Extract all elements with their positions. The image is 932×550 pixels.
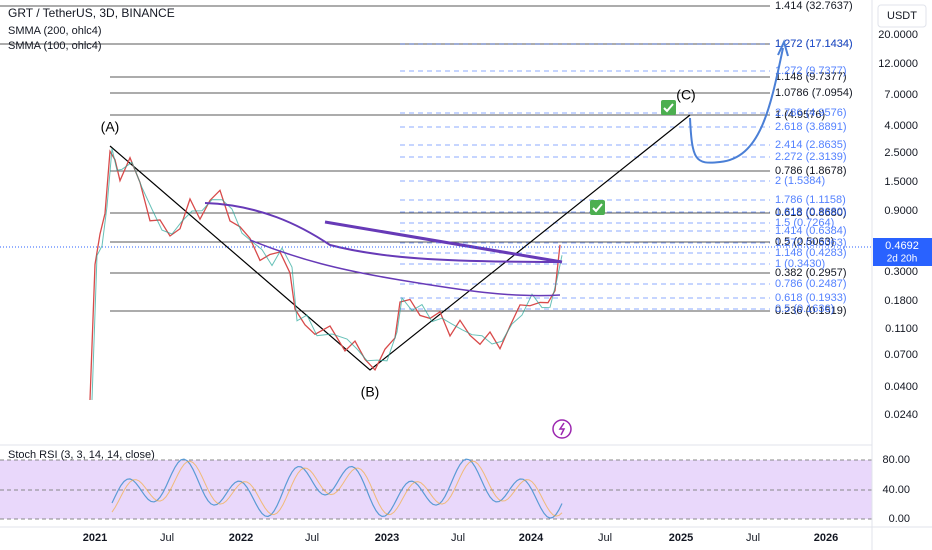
- time-tick: 2023: [375, 532, 399, 544]
- price-trace-up: [91, 148, 563, 401]
- fib-ext-label: 1.148 (0.4283): [775, 247, 847, 259]
- time-tick: Jul: [598, 532, 612, 544]
- check-icon: [590, 200, 605, 215]
- event-bolt: [558, 422, 566, 436]
- stoch-tick: 80.00: [882, 454, 910, 466]
- fib-ext-label: 1.786 (1.1158): [775, 194, 846, 206]
- wave-label: (C): [676, 87, 695, 103]
- price-tick: 0.1800: [884, 295, 918, 307]
- smma-100: [249, 239, 561, 297]
- fib-ext-label: 2 (1.5384): [775, 175, 825, 187]
- price-tick: 4.0000: [884, 120, 918, 132]
- fib-ext-label: 2.618 (3.8891): [775, 121, 847, 133]
- price-tick: 7.0000: [884, 89, 918, 101]
- fib-ext-label: 1.618 (0.8680): [775, 206, 847, 218]
- fib-ext-label: 2.786 (4.9576): [775, 107, 847, 119]
- fib-ext-label: 1.272 (0.5063): [775, 237, 847, 249]
- fib-label: 1.414 (32.7637): [775, 0, 853, 12]
- fib-label: 0.236 (0.1519): [775, 305, 847, 317]
- countdown: 2d 20h: [887, 254, 918, 265]
- fib-ext-label: 0.5 (0.1636): [775, 303, 834, 315]
- fib-ext-label: 1.272 (9.7377): [775, 65, 847, 77]
- time-tick: Jul: [160, 532, 174, 544]
- wave-lines: [109, 114, 691, 371]
- projection-curve: [689, 47, 784, 164]
- last-price-badge: [873, 238, 932, 266]
- fib-ext-label: 1.5 (0.7264): [775, 217, 834, 229]
- fib-ext-label: 1.272 (17.1434): [775, 38, 853, 50]
- stoch-k: [111, 458, 563, 519]
- fib-ext-label: 2.414 (2.8635): [775, 139, 847, 151]
- fib-ext-label: 1 (0.3430): [775, 258, 825, 270]
- fib-label: 0.5 (0.5063): [775, 236, 834, 248]
- fib-ext-label: 0.618 (0.1933): [775, 292, 847, 304]
- symbol: GRT / TetherUS, 3D, BINANCE: [8, 6, 175, 20]
- price-tick: 0.9000: [884, 205, 918, 217]
- fib-label: 1.0786 (7.0954): [775, 87, 853, 99]
- stoch-tick: 40.00: [882, 484, 910, 496]
- price-tick: 0.1100: [885, 323, 918, 335]
- fib-label: 0.382 (0.2957): [775, 267, 847, 279]
- price-tick: 12.0000: [878, 58, 918, 70]
- time-tick: 2022: [229, 532, 253, 544]
- fib-label: 1 (4.9576): [775, 109, 825, 121]
- currency-box[interactable]: [877, 4, 927, 28]
- fib-ext-label: 0.786 (0.2487): [775, 278, 847, 290]
- time-tick: 2024: [519, 532, 544, 544]
- stoch-tick: 0.00: [889, 513, 910, 525]
- fib-label: 1.148 (9.7377): [775, 71, 847, 83]
- fib-ext-label: 2.272 (2.3139): [775, 151, 847, 163]
- time-tick: Jul: [451, 532, 465, 544]
- price-tick: 2.5000: [884, 147, 918, 159]
- currency: USDT: [887, 10, 917, 22]
- fib-label: 1.272 (17.1434): [775, 38, 853, 50]
- time-tick: 2021: [83, 532, 107, 544]
- fib-ext-label: 1.414 (0.6384): [775, 225, 847, 237]
- stoch-label: Stoch RSI (3, 3, 14, 14, close): [8, 449, 155, 461]
- time-tick: Jul: [746, 532, 760, 544]
- wave-label: (A): [101, 119, 120, 135]
- check-mark: [663, 103, 674, 113]
- price-tick: 1.5000: [884, 176, 918, 188]
- indicator: SMMA (100, ohlc4): [8, 40, 102, 52]
- price-tick: 0.0240: [884, 409, 918, 421]
- last-price: 0.4692: [885, 240, 919, 252]
- trendline: [324, 220, 563, 264]
- price-tick: 0.0400: [884, 381, 918, 393]
- fib-label: 0.786 (1.8678): [775, 165, 847, 177]
- projection-arrowhead: [777, 39, 789, 57]
- time-tick: 2026: [814, 532, 838, 544]
- check-icon: [661, 100, 676, 115]
- price-tick: 20.0000: [878, 29, 918, 41]
- fib-label: 0.618 (0.8680): [775, 207, 847, 219]
- price-tick: 0.0700: [884, 349, 918, 361]
- time-tick: Jul: [305, 532, 319, 544]
- time-tick: 2025: [669, 532, 693, 544]
- indicator: SMMA (200, ohlc4): [8, 25, 102, 37]
- check-mark: [592, 203, 603, 213]
- price-tick: 0.3000: [884, 266, 918, 278]
- wave-label: (B): [361, 384, 380, 400]
- stoch-d: [111, 460, 563, 517]
